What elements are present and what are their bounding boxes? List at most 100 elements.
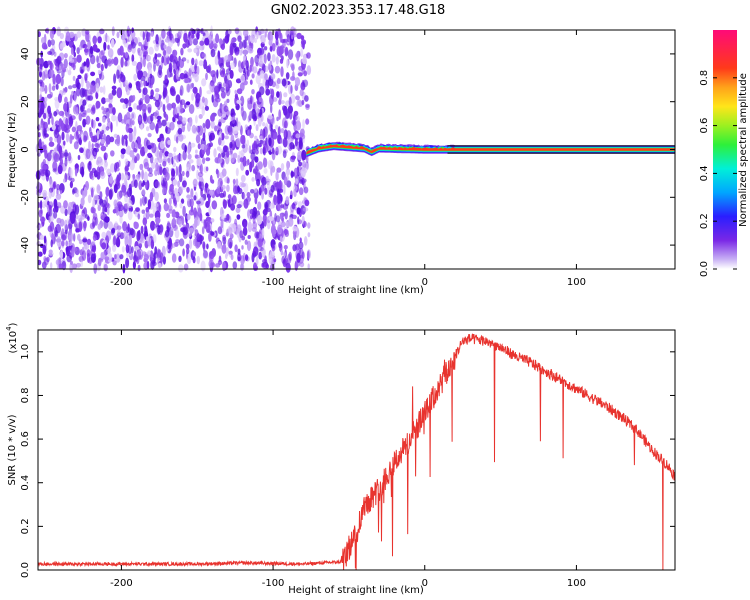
noise-speck [66, 254, 72, 263]
noise-speck [78, 44, 83, 51]
noise-speck [39, 200, 43, 210]
noise-speck [179, 72, 185, 80]
noise-speck [93, 194, 99, 201]
noise-speck [278, 109, 282, 120]
noise-speck [113, 199, 118, 208]
noise-speck [140, 44, 144, 52]
noise-speck [95, 117, 100, 122]
noise-speck [226, 33, 230, 43]
noise-speck [293, 123, 297, 132]
noise-speck [125, 138, 128, 147]
noise-speck [137, 264, 141, 272]
noise-speck [120, 148, 126, 155]
noise-speck [98, 50, 105, 60]
noise-speck [145, 126, 150, 132]
noise-speck [249, 111, 253, 119]
noise-speck [136, 80, 141, 91]
noise-speck [230, 203, 236, 211]
noise-speck [63, 53, 68, 59]
noise-speck [58, 110, 65, 117]
noise-speck [141, 188, 146, 196]
noise-speck [172, 63, 177, 69]
noise-speck [147, 145, 152, 150]
noise-speck [162, 160, 167, 167]
noise-speck [232, 261, 238, 270]
noise-speck [281, 255, 286, 264]
noise-speck [103, 159, 108, 171]
x-tick-label: -100 [262, 578, 285, 589]
noise-speck [204, 37, 210, 46]
noise-speck [90, 71, 96, 77]
noise-speck [135, 207, 140, 213]
noise-speck [55, 193, 62, 200]
noise-speck [111, 227, 116, 234]
noise-speck [125, 80, 128, 86]
noise-speck [86, 238, 92, 245]
noise-speck [244, 62, 249, 67]
noise-speck [263, 53, 267, 64]
noise-speck [144, 225, 148, 231]
noise-speck [105, 186, 110, 197]
noise-speck [147, 167, 151, 172]
noise-speck [237, 256, 241, 262]
noise-speck [69, 262, 73, 274]
noise-speck [236, 88, 243, 95]
noise-speck [172, 179, 178, 186]
noise-speck [254, 165, 259, 176]
noise-speck [144, 180, 148, 190]
noise-speck [247, 48, 254, 54]
noise-speck [265, 28, 268, 33]
noise-speck [182, 248, 185, 257]
noise-speck [73, 91, 77, 103]
noise-speck [240, 134, 245, 145]
noise-speck [214, 125, 218, 132]
noise-speck [306, 249, 311, 260]
noise-speck [257, 238, 263, 248]
noise-speck [184, 103, 187, 109]
noise-speck [39, 85, 43, 96]
noise-speck [301, 149, 307, 161]
noise-speck [158, 65, 163, 76]
noise-speck [210, 80, 215, 87]
noise-speck [161, 55, 165, 64]
noise-speck [271, 54, 276, 63]
noise-speck [133, 103, 138, 110]
snr-panel: -200 -100 0 100 0.0 0.2 0.4 0.6 0.8 1.0 Height of… [5, 322, 676, 596]
noise-speck [165, 114, 169, 122]
noise-speck [270, 224, 276, 236]
noise-speck [148, 55, 151, 61]
noise-speck [69, 167, 73, 179]
noise-speck [218, 83, 222, 89]
noise-speck [252, 66, 258, 74]
noise-speck [271, 147, 275, 155]
noise-speck [37, 112, 42, 118]
noise-speck [195, 134, 201, 144]
noise-speck [97, 223, 102, 230]
noise-speck [134, 156, 138, 164]
noise-speck [299, 179, 304, 184]
noise-speck [288, 96, 292, 107]
noise-speck [246, 240, 252, 252]
noise-speck [186, 194, 192, 199]
noise-speck [65, 117, 69, 127]
noise-speck [56, 202, 61, 207]
noise-speck [127, 187, 132, 198]
noise-speck [194, 58, 198, 67]
noise-speck [242, 29, 249, 37]
noise-speck [294, 77, 301, 87]
noise-speck [199, 235, 204, 242]
noise-speck [37, 251, 43, 257]
noise-speck [283, 120, 288, 129]
noise-speck [168, 197, 172, 206]
noise-speck [191, 164, 196, 172]
noise-speck [91, 143, 94, 150]
noise-speck [140, 146, 146, 157]
noise-speck [128, 36, 133, 41]
noise-speck [163, 82, 167, 93]
noise-speck [232, 126, 239, 135]
noise-speck [255, 62, 259, 67]
noise-speck [101, 106, 105, 111]
noise-speck [131, 246, 134, 254]
noise-speck [221, 168, 227, 177]
noise-speck [259, 147, 264, 155]
